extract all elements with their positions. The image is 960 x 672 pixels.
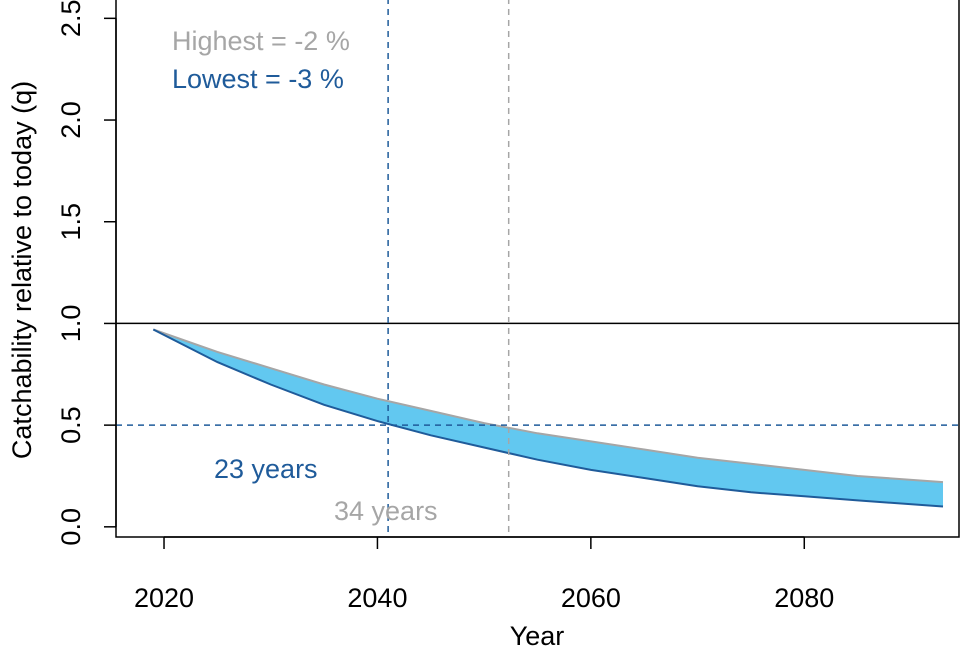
x-tick-label: 2040 — [347, 583, 407, 613]
band-group — [152, 328, 944, 508]
y-axis: 0.0 0.5 1.0 1.5 2.0 2.5 — [56, 0, 117, 546]
x-axis: 2020 2040 2060 2080 — [134, 536, 834, 613]
series-line-highest — [152, 328, 944, 484]
annotation-highest-years: 34 years — [334, 496, 438, 526]
annotation-lowest-years: 23 years — [214, 454, 318, 484]
annotation-lowest-label: Lowest = -3 % — [172, 64, 344, 94]
x-axis-label: Year — [510, 621, 565, 651]
reference-lines — [116, 0, 959, 537]
series-line-lowest — [152, 328, 944, 508]
y-tick-label: 2.0 — [56, 101, 86, 139]
x-tick-label: 2020 — [134, 583, 194, 613]
y-tick-label: 1.0 — [56, 305, 86, 343]
x-tick-label: 2080 — [774, 583, 834, 613]
x-tick-label: 2060 — [561, 583, 621, 613]
uncertainty-band — [153, 329, 944, 507]
y-axis-label: Catchability relative to today (q) — [7, 81, 37, 459]
y-tick-label: 0.5 — [56, 406, 86, 444]
y-tick-label: 0.0 — [56, 508, 86, 546]
annotation-highest-label: Highest = -2 % — [172, 26, 350, 56]
y-tick-label: 1.5 — [56, 203, 86, 241]
y-tick-label: 2.5 — [56, 0, 86, 37]
